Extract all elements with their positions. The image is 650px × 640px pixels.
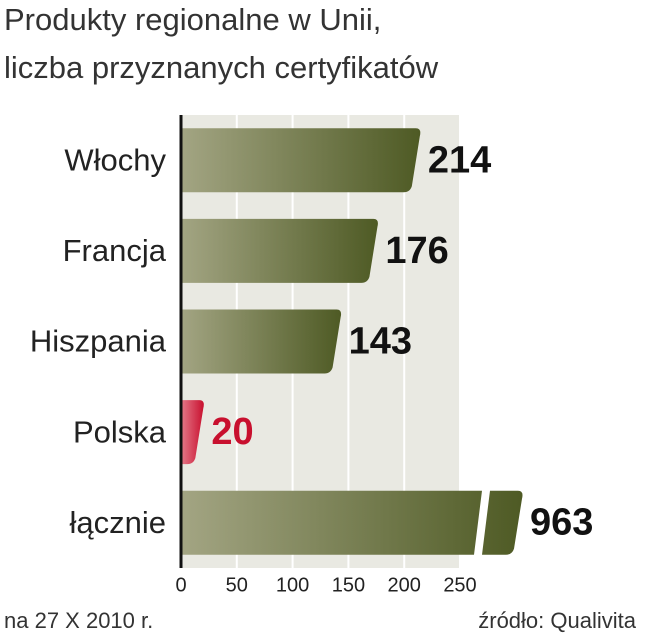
x-tick-label: 50 [226, 574, 248, 596]
x-tick-label: 100 [276, 574, 309, 596]
value-label: 214 [428, 139, 491, 181]
chart-title: liczba przyznanych certyfikatów [4, 50, 439, 85]
value-label: 963 [530, 502, 593, 544]
value-label: 143 [349, 321, 412, 363]
value-label: 20 [211, 411, 253, 453]
category-label: Francja [63, 233, 167, 268]
x-tick-label: 250 [443, 574, 476, 596]
x-tick-label: 200 [388, 574, 421, 596]
x-tick-label: 150 [332, 574, 365, 596]
category-label: łącznie [70, 505, 167, 540]
category-label: Polska [73, 414, 167, 449]
bar [181, 400, 204, 465]
note: na 27 X 2010 r. [4, 608, 153, 633]
source: źródło: Qualivita [478, 608, 637, 633]
category-label: Hiszpania [30, 324, 167, 359]
bar [181, 218, 378, 283]
x-tick-label: 0 [175, 574, 186, 596]
chart-title: Produkty regionalne w Unii, [4, 2, 381, 37]
bar [181, 490, 523, 555]
bar [181, 128, 421, 193]
value-label: 176 [385, 230, 448, 272]
bar [181, 309, 342, 374]
category-label: Włochy [64, 142, 166, 177]
